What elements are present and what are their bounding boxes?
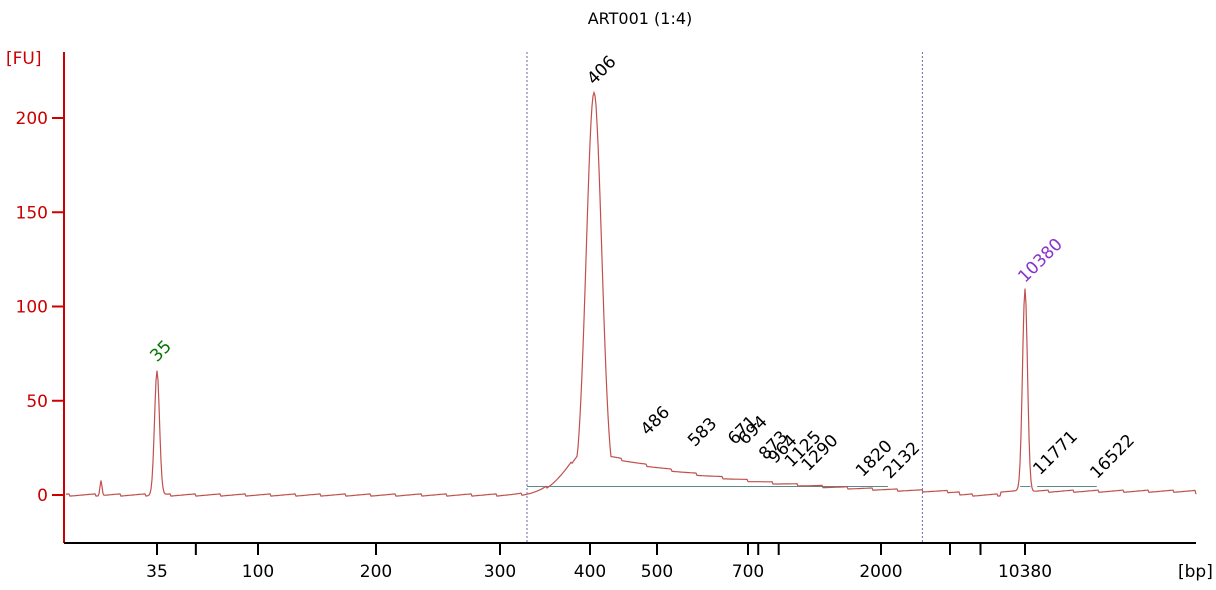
x-tick-label: 10380 <box>998 562 1052 582</box>
y-tick-label: 150 <box>16 203 48 223</box>
axes <box>63 52 1196 544</box>
y-ticks: 0 50 100 150 200 <box>16 109 64 506</box>
peak-label: 486 <box>637 403 674 440</box>
x-tick-label: 200 <box>360 562 392 582</box>
x-ticks: 35 100 200 300 400 500 700 2000 10380 <box>146 543 1052 582</box>
x-tick-label: 700 <box>732 562 764 582</box>
x-tick-label: 400 <box>574 562 606 582</box>
x-tick-label: 35 <box>146 562 168 582</box>
trace-line <box>65 90 1197 497</box>
peak-label: 10380 <box>1014 235 1066 287</box>
peak-label: 11771 <box>1029 427 1081 479</box>
y-tick-label: 0 <box>37 486 48 506</box>
x-tick-label: 2000 <box>859 562 902 582</box>
chart-title: ART001 (1:4) <box>588 9 693 28</box>
peak-label: 16522 <box>1086 431 1138 483</box>
peak-label: 583 <box>684 414 721 451</box>
peak-label: 406 <box>583 52 620 89</box>
x-axis-label: [bp] <box>1178 562 1213 582</box>
y-tick-label: 50 <box>26 392 48 412</box>
y-axis-label: [FU] <box>6 49 42 69</box>
x-tick-label: 500 <box>641 562 673 582</box>
region-guides <box>526 52 923 543</box>
y-tick-label: 100 <box>16 298 48 318</box>
y-tick-label: 200 <box>16 109 48 129</box>
peak-label: 35 <box>146 337 175 366</box>
x-tick-label: 100 <box>242 562 274 582</box>
x-tick-label: 300 <box>484 562 516 582</box>
trace <box>65 90 1197 497</box>
